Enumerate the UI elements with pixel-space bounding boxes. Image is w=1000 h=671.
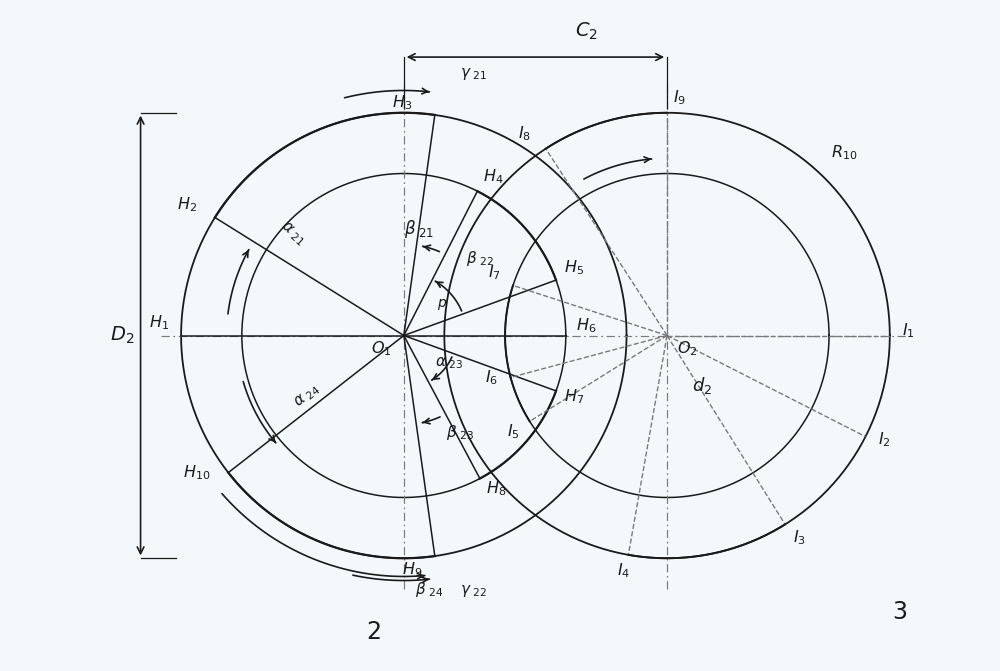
Text: $H_5$: $H_5$ (564, 258, 584, 276)
Text: $H_7$: $H_7$ (564, 387, 584, 406)
Text: $I_8$: $I_8$ (518, 125, 531, 144)
Text: $H_1$: $H_1$ (149, 313, 169, 332)
Text: $\alpha_{\ 24}$: $\alpha_{\ 24}$ (292, 381, 324, 411)
Text: $O_2$: $O_2$ (677, 340, 698, 358)
Text: $I_6$: $I_6$ (485, 368, 498, 387)
Text: $\alpha_{\ 21}$: $\alpha_{\ 21}$ (277, 219, 308, 249)
Text: $\beta_{\ 23}$: $\beta_{\ 23}$ (446, 423, 473, 442)
Text: $H_3$: $H_3$ (392, 93, 413, 111)
Text: $\gamma_{\ 22}$: $\gamma_{\ 22}$ (460, 582, 486, 599)
Text: 2: 2 (366, 620, 381, 644)
Text: $D_2$: $D_2$ (110, 325, 134, 346)
Text: $\beta_{\ 24}$: $\beta_{\ 24}$ (415, 580, 443, 599)
Text: $I_1$: $I_1$ (902, 321, 915, 340)
Text: $C_2$: $C_2$ (575, 21, 597, 42)
Text: $H_4$: $H_4$ (483, 167, 504, 186)
Text: $I_7$: $I_7$ (488, 263, 501, 282)
Text: $\gamma_{\ 21}$: $\gamma_{\ 21}$ (460, 66, 487, 83)
Text: $H_{10}$: $H_{10}$ (183, 464, 210, 482)
Text: $O_1$: $O_1$ (371, 340, 392, 358)
Text: $\beta_{\ 22}$: $\beta_{\ 22}$ (466, 248, 494, 268)
Text: $H_9$: $H_9$ (402, 560, 423, 579)
Text: $H_6$: $H_6$ (576, 317, 596, 335)
Text: $H_2$: $H_2$ (177, 195, 197, 214)
Text: $I_3$: $I_3$ (793, 529, 806, 548)
Text: $\alpha_{\ 23}$: $\alpha_{\ 23}$ (435, 355, 463, 370)
Text: $\beta_{\ 21}$: $\beta_{\ 21}$ (404, 218, 434, 240)
Text: $d_2$: $d_2$ (692, 375, 713, 396)
Text: $I_5$: $I_5$ (507, 423, 520, 442)
Text: 3: 3 (892, 600, 907, 624)
Text: $R_{10}$: $R_{10}$ (831, 144, 858, 162)
Text: $I_9$: $I_9$ (673, 89, 686, 107)
Text: $I_2$: $I_2$ (878, 431, 890, 450)
Text: $H_8$: $H_8$ (486, 480, 506, 499)
Text: $I_4$: $I_4$ (617, 561, 630, 580)
Text: $p$: $p$ (437, 297, 447, 312)
